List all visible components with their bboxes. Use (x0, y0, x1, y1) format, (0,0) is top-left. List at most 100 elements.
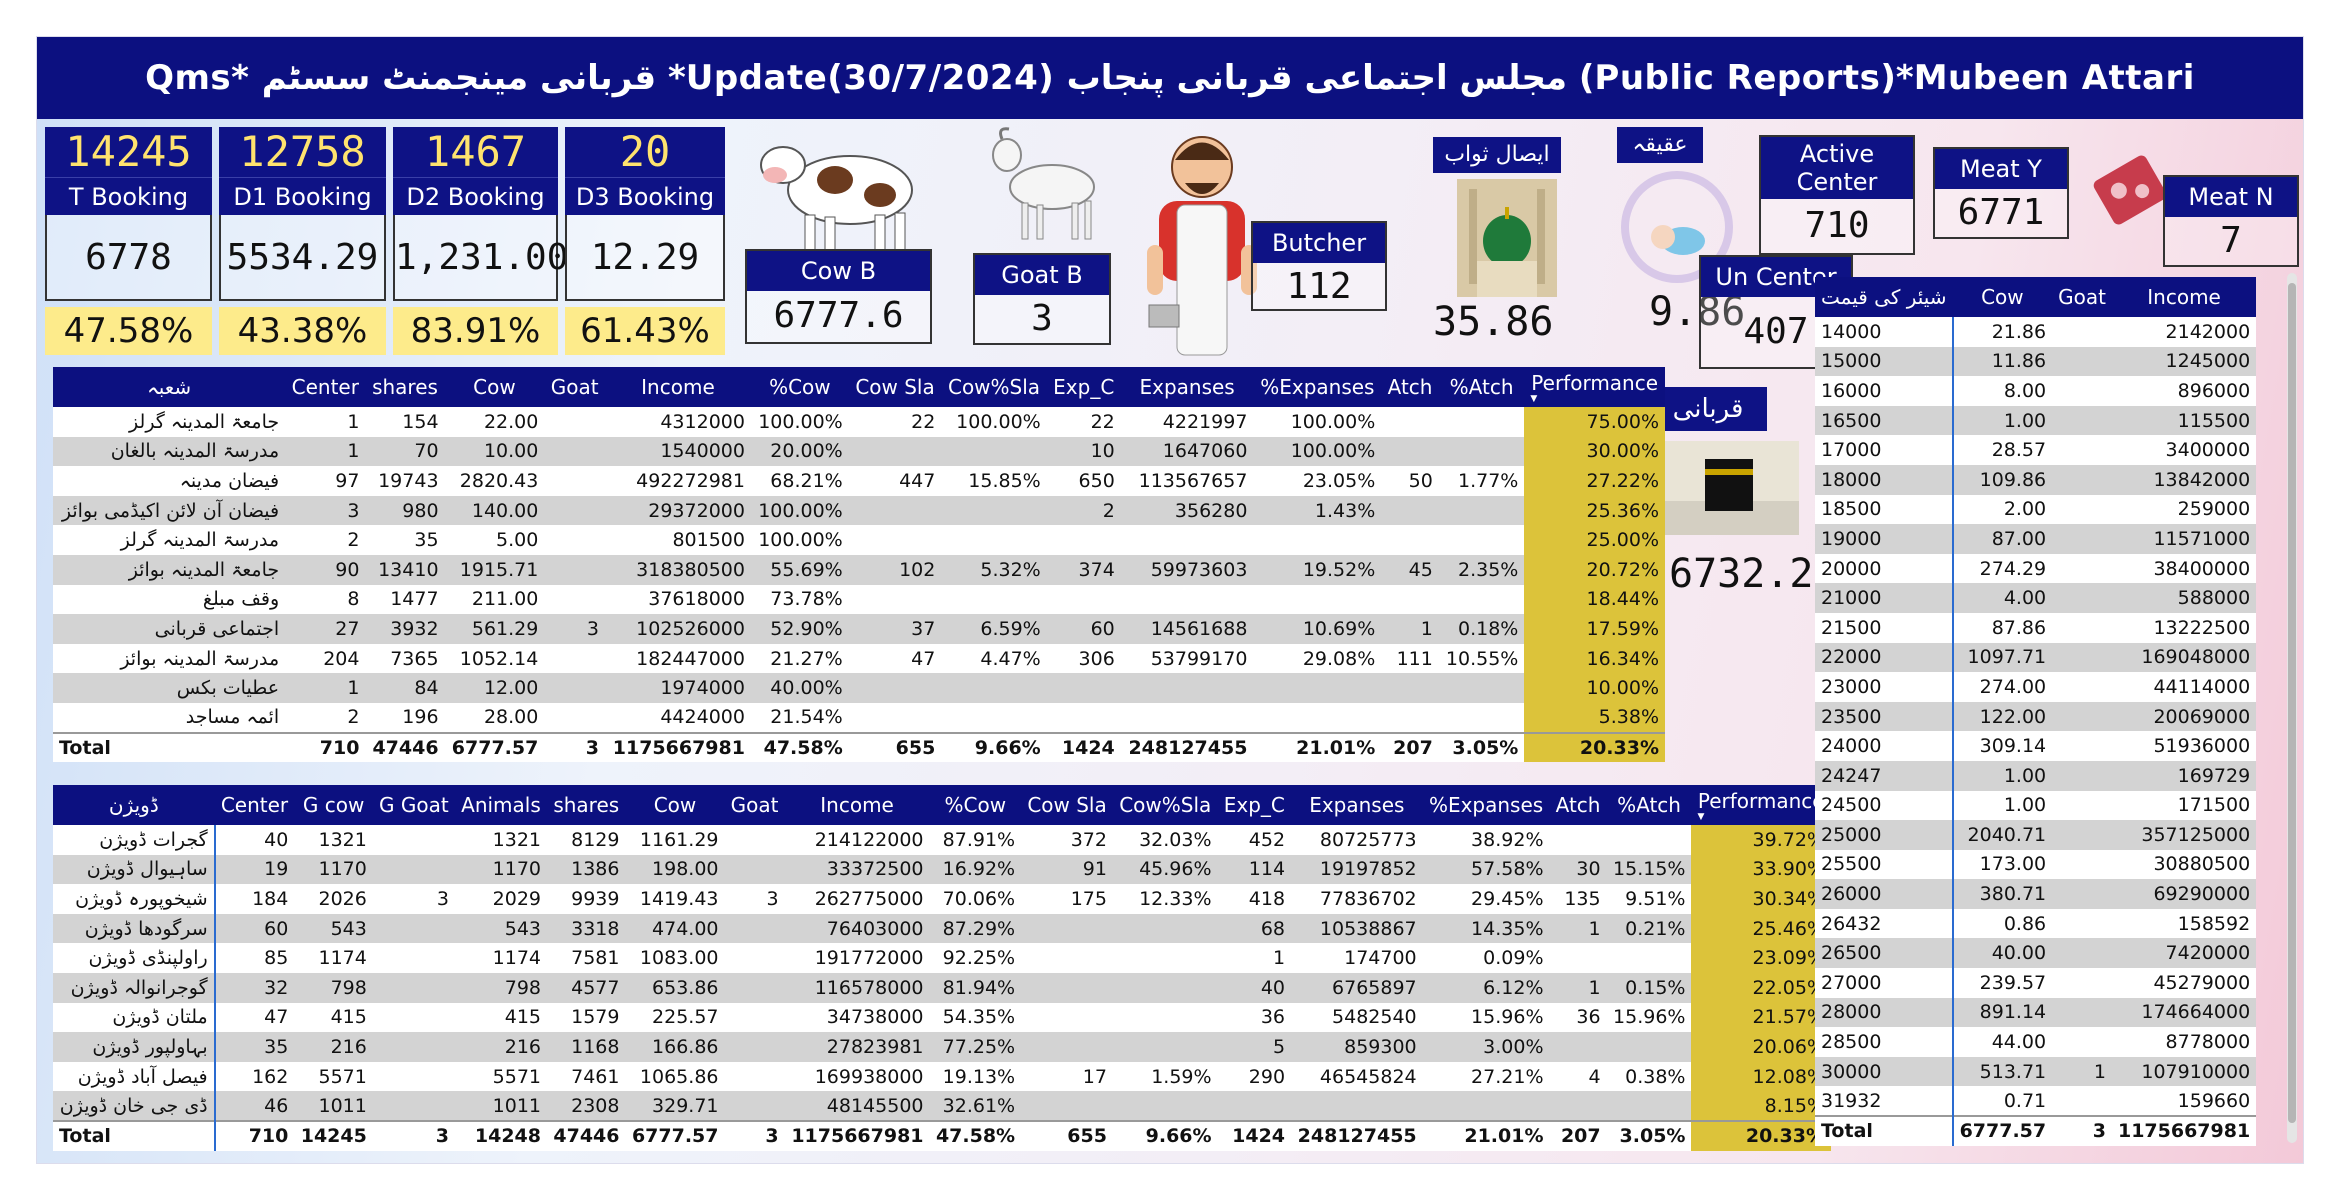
column-header[interactable]: Expanses (1120, 367, 1254, 407)
table-row[interactable]: گجرات ڈویژن 40 1321 1321 8129 1161.29 21412200… (53, 825, 1831, 855)
column-header[interactable]: Goat (544, 367, 605, 407)
table-row[interactable]: ڈی جی خان ڈویژن 46 1011 1011 2308 329.71 48145… (53, 1091, 1831, 1121)
table-row[interactable]: 14000 21.86 2142000 (1815, 317, 2257, 347)
table-row[interactable]: 30000 513.71 1 107910000 (1815, 1056, 2257, 1087)
table-row[interactable]: ملتان ڈویژن 47 415 415 1579 225.57 34738000 54.… (53, 1002, 1831, 1033)
table-cell: بہاولپور ڈویژن (53, 1032, 216, 1062)
kpi-d3-booking[interactable]: 20 D3 Booking 12.29 61.43% (565, 127, 725, 355)
table-row[interactable]: 21500 87.86 13222500 (1815, 612, 2257, 643)
column-header[interactable]: Income (2111, 277, 2257, 317)
meat-n-card[interactable]: Meat N 7 (2163, 175, 2299, 267)
table-row[interactable]: مدرسۃ المدینہ بوائز 204 7365 1052.14 1824470… (53, 643, 1665, 674)
column-header[interactable]: Animals (454, 785, 547, 825)
cow-b-card[interactable]: Cow B 6777.6 (745, 249, 932, 344)
kpi-d1-booking[interactable]: 12758 D1 Booking 5534.29 43.38% (219, 127, 386, 355)
table-row[interactable]: 20000 274.29 38400000 (1815, 553, 2257, 584)
goat-b-card[interactable]: Goat B 3 (973, 253, 1111, 345)
table-row[interactable]: 25500 173.00 30880500 (1815, 849, 2257, 880)
column-header[interactable]: Goat (2052, 277, 2112, 317)
scrollbar-thumb[interactable] (2288, 283, 2296, 1123)
column-header[interactable]: %Expanses (1422, 785, 1550, 825)
column-header[interactable]: شیئر کی قیمت (1815, 277, 1953, 317)
table-row[interactable]: راولپنڈی ڈویژن 85 1174 1174 7581 1083.00 19177… (53, 943, 1831, 973)
table-row[interactable]: 27000 239.57 45279000 (1815, 968, 2257, 998)
column-header[interactable]: Center (214, 785, 295, 825)
column-header[interactable]: shares (365, 367, 445, 407)
table-row[interactable]: مدرسۃ المدینہ گرلز 2 35 5.00 801500 100.00% 25… (53, 525, 1665, 555)
table-row[interactable]: 26000 380.71 69290000 (1815, 879, 2257, 909)
table-cell: 171500 (2111, 790, 2257, 821)
table-row[interactable]: فیضان آن لائن اکیڈمی بوائز 3 980 140.00 2937… (53, 495, 1665, 526)
column-header[interactable]: Cow Sla (1021, 785, 1113, 825)
column-header[interactable]: Income (784, 785, 930, 825)
table-row[interactable]: شیخوپورہ ڈویژن 184 2026 3 2029 9939 1419.43 3 26… (53, 884, 1831, 914)
table-row[interactable]: 31932 0.71 159660 (1815, 1086, 2257, 1117)
table-row[interactable]: 28500 44.00 8778000 (1815, 1027, 2257, 1057)
table-row[interactable]: بہاولپور ڈویژن 35 216 216 1168 166.86 27823981… (53, 1032, 1831, 1062)
column-header[interactable]: %Atch (1606, 785, 1692, 825)
column-header[interactable]: Atch (1381, 367, 1439, 407)
table-row[interactable]: 28000 891.14 174664000 (1815, 997, 2257, 1028)
table-row[interactable]: گوجرانوالہ ڈویژن 32 798 798 4577 653.86 116578… (53, 972, 1831, 1003)
table-row[interactable]: 24000 309.14 51936000 (1815, 731, 2257, 761)
column-header[interactable]: Center (285, 367, 366, 407)
table-row[interactable]: ائمہ مساجد 2 196 28.00 4424000 21.54% 5.38% (53, 702, 1665, 733)
column-header[interactable]: Cow Sla (848, 367, 942, 407)
column-header[interactable]: G cow (294, 785, 373, 825)
table-row[interactable]: 26432 0.86 158592 (1815, 908, 2257, 939)
table-row[interactable]: فیصل آباد ڈویژن 162 5571 5571 7461 1065.86 169… (53, 1061, 1831, 1092)
share-table-scrollbar[interactable] (2287, 273, 2297, 1143)
column-header[interactable]: %Atch (1438, 367, 1525, 407)
kpi-d2-booking[interactable]: 1467 D2 Booking 1,231.00 83.91% (393, 127, 568, 355)
table-row[interactable]: 22000 1097.71 169048000 (1815, 642, 2257, 673)
column-header[interactable]: شعبہ (53, 367, 286, 407)
table-row[interactable]: 19000 87.00 11571000 (1815, 524, 2257, 554)
table-row[interactable]: 23500 122.00 20069000 (1815, 701, 2257, 732)
table-cell (544, 525, 605, 555)
column-header[interactable]: Exp_C (1046, 367, 1121, 407)
table-row[interactable]: 18500 2.00 259000 (1815, 494, 2257, 525)
table-row[interactable]: 23000 274.00 44114000 (1815, 672, 2257, 702)
column-header[interactable]: Cow (625, 785, 725, 825)
table-row[interactable]: 26500 40.00 7420000 (1815, 938, 2257, 969)
table-row[interactable]: 16500 1.00 115500 (1815, 405, 2257, 436)
column-header[interactable]: %Expanses (1253, 367, 1382, 407)
table-row[interactable]: مدرسۃ المدینہ بالغان 1 70 10.00 1540000 20.00… (53, 436, 1665, 467)
active-center-card[interactable]: Active Center 710 (1759, 135, 1915, 255)
table-row[interactable]: 25000 2040.71 357125000 (1815, 820, 2257, 850)
column-header[interactable]: Income (604, 367, 751, 407)
table-row[interactable]: 24247 1.00 169729 (1815, 760, 2257, 791)
column-header[interactable]: Atch (1549, 785, 1607, 825)
table-row[interactable]: 16000 8.00 896000 (1815, 376, 2257, 406)
table-row[interactable]: وقف مبلغ 8 1477 211.00 37618000 73.78% 18.44% (53, 584, 1665, 615)
table-row[interactable]: 18000 109.86 13842000 (1815, 464, 2257, 495)
column-header[interactable]: G Goat (372, 785, 455, 825)
table-row[interactable]: فیضان مدینہ 97 19743 2820.43 492272981 68.21%… (53, 466, 1665, 496)
column-header[interactable]: Goat (724, 785, 785, 825)
column-header[interactable]: Cow (1952, 277, 2053, 317)
table-row[interactable]: 24500 1.00 171500 (1815, 790, 2257, 821)
column-header[interactable]: %Cow (929, 785, 1022, 825)
butcher-card[interactable]: Butcher 112 (1251, 221, 1387, 311)
column-header[interactable]: Performance (1524, 367, 1665, 407)
table-row[interactable]: ساہیوال ڈویژن 19 1170 1170 1386 198.00 3337250… (53, 854, 1831, 885)
table-row[interactable]: جامعۃ المدینہ گرلز 1 154 22.00 4312000 100.00… (53, 407, 1665, 437)
table-row[interactable]: 15000 11.86 1245000 (1815, 346, 2257, 377)
column-header[interactable]: Exp_C (1217, 785, 1292, 825)
column-header[interactable]: %Cow (750, 367, 849, 407)
column-header[interactable]: Cow (444, 367, 545, 407)
column-header[interactable]: Expanses (1291, 785, 1423, 825)
kpi-t-booking[interactable]: 14245 T Booking 6778 47.58% (45, 127, 212, 355)
column-header[interactable]: ڈویژن (53, 785, 215, 825)
table-row[interactable]: جامعۃ المدینہ بوائز 90 13410 1915.71 3183805… (53, 554, 1665, 585)
column-header[interactable]: Cow%Sla (1112, 785, 1218, 825)
table-row[interactable]: عطیات بکس 1 84 12.00 1974000 40.00% 10.00% (53, 673, 1665, 703)
column-header[interactable]: shares (547, 785, 626, 825)
meat-y-card[interactable]: Meat Y 6771 (1933, 147, 2069, 239)
table-row[interactable]: اجتماعی قربانی 27 3932 561.29 3 102526000 52.9… (53, 614, 1665, 644)
table-row[interactable]: سرگودھا ڈویژن 60 543 543 3318 474.00 76403000 8… (53, 913, 1831, 944)
column-header[interactable]: Performance (1691, 785, 1831, 825)
table-row[interactable]: 21000 4.00 588000 (1815, 583, 2257, 613)
table-row[interactable]: 17000 28.57 3400000 (1815, 435, 2257, 465)
column-header[interactable]: Cow%Sla (941, 367, 1047, 407)
